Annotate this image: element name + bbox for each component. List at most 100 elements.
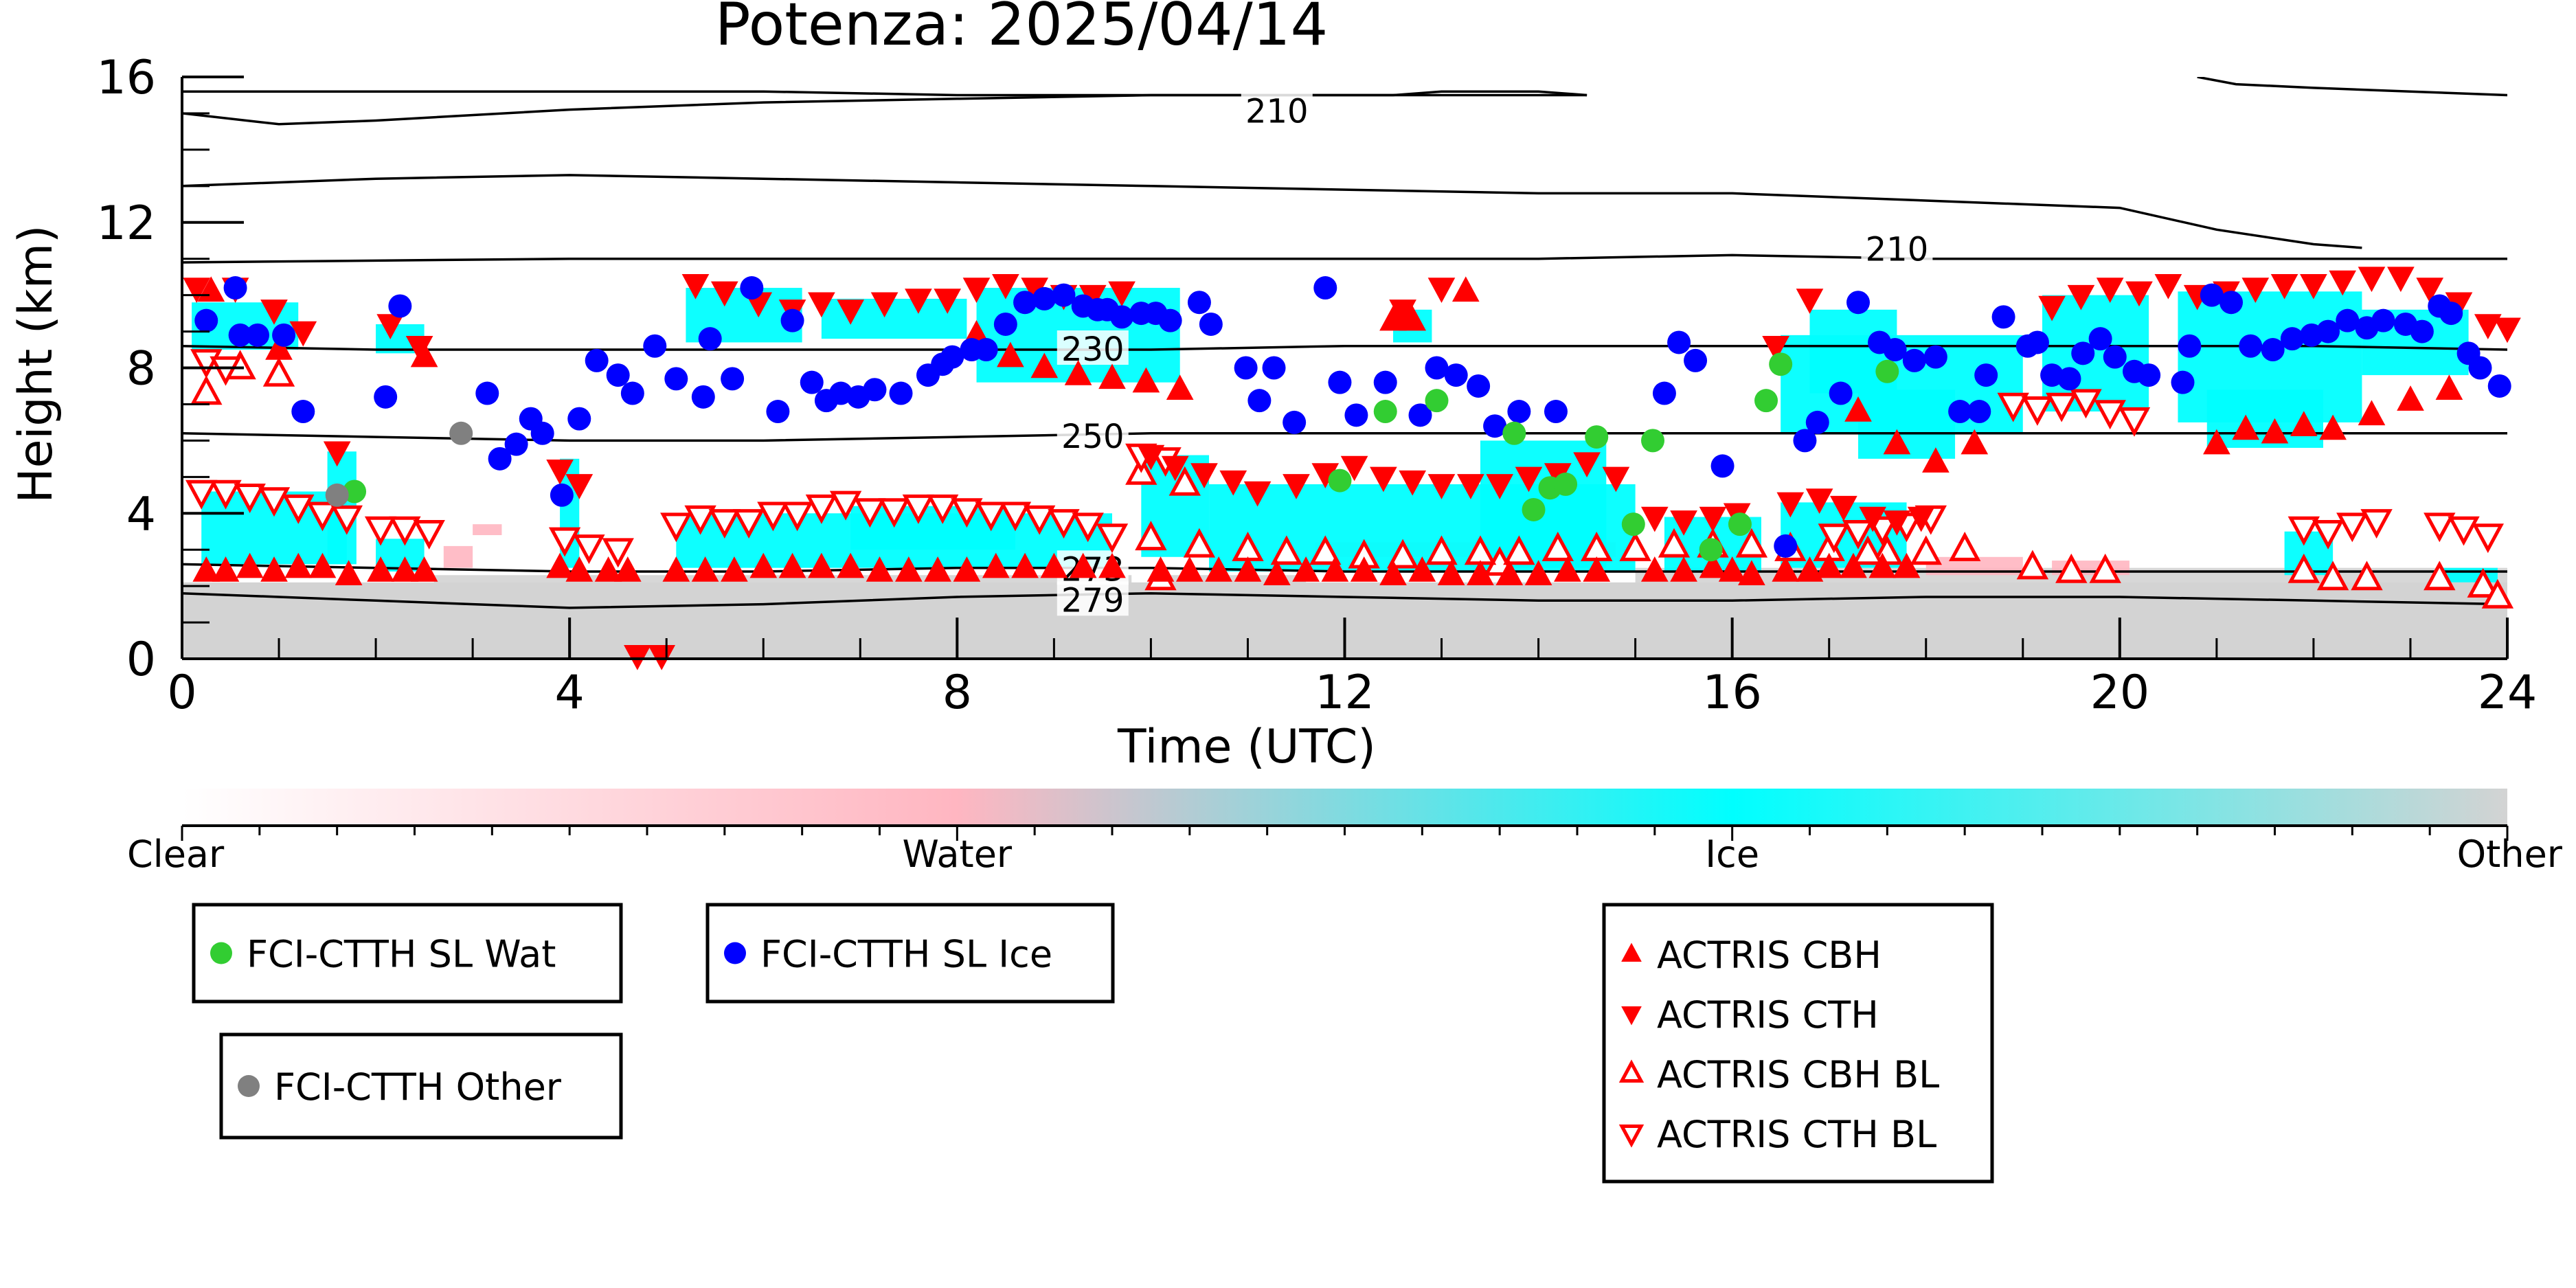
data-point [992,274,1019,300]
data-point [837,300,865,325]
data-point [2397,385,2424,411]
data-point [2336,308,2360,332]
data-point [2261,418,2289,444]
data-point [228,323,252,347]
data-point [1840,552,1867,578]
data-point [2329,270,2357,296]
data-point [902,494,935,524]
data-point [449,421,473,445]
data-point [837,552,865,578]
data-point [691,556,719,582]
data-point [1370,466,1397,493]
data-point [2336,512,2369,543]
data-point [866,556,894,582]
data-point [573,534,605,565]
data-point [1467,374,1491,398]
x-tick-label: 16 [1702,666,1762,720]
data-point [1699,538,1723,562]
data-point [1427,278,1456,303]
data-point [749,552,778,578]
data-point [1072,512,1104,543]
data-point [1667,330,1691,354]
data-point [613,556,642,582]
legend-label: ACTRIS CBH [1657,934,1882,977]
data-point [2021,396,2054,426]
data-point [2494,317,2521,343]
data-point [1902,348,1926,372]
data-point [1309,535,1342,565]
series-fci-ctth-sl-ice [194,276,2511,558]
data-point [643,334,667,358]
data-point [2448,516,2480,546]
data-point [905,289,932,314]
data-point [2241,278,2270,303]
data-point [1776,492,1805,518]
data-point [2203,429,2230,455]
data-point [1554,472,1578,496]
legend-frame [219,1032,623,1140]
data-point [2358,400,2386,426]
contour-line [182,432,2507,442]
contour-label-bg [1057,330,1129,365]
colorbar-gradient [182,789,2507,826]
data-point [1283,474,1310,499]
data-point [1541,532,1574,561]
data-point [1805,410,1829,434]
data-point [2154,274,2182,300]
data-point [953,556,981,582]
data-point [1618,1059,1645,1083]
data-point [1247,389,1272,413]
data-point [1052,283,1076,307]
y-axis-label: Height (km) [9,225,63,503]
data-point [1408,403,1432,427]
data-point [808,552,835,578]
data-point [1234,356,1258,380]
contour-label-bg [1861,230,1933,265]
data-point [1583,556,1611,582]
data-point [2070,389,2102,419]
data-point [212,556,240,582]
series-fci-ctth-other [325,421,473,507]
data-point [1187,291,1211,315]
data-point [1344,403,1368,427]
x-tick-label: 4 [555,666,585,720]
data-point [2055,553,2088,583]
data-point [1183,528,1216,558]
data-point [1769,352,1793,376]
data-point [2261,338,2285,362]
data-point [1243,481,1272,507]
data-point [2387,267,2415,293]
colorbar-label: Other [2457,833,2563,876]
contour-line [182,174,2362,249]
y-tick-label: 12 [96,196,156,251]
data-point [684,505,716,535]
legend-label: FCI-CTTH SL Wat [247,933,556,976]
data-point [1652,381,1676,405]
data-point [246,323,270,347]
data-point [2424,561,2456,591]
data-point [391,556,419,582]
data-point [805,494,838,524]
data-point [1467,560,1494,585]
data-point [681,274,710,300]
data-point [660,512,692,543]
data-point [585,348,609,372]
data-point [2316,319,2340,343]
data-point [1190,463,1218,488]
data-point [662,556,690,582]
data-point [1158,308,1182,332]
data-point [2280,327,2304,351]
data-point [708,509,741,539]
data-point [565,556,594,582]
data-point [1283,410,1307,434]
data-point [330,505,363,535]
data-point [1064,360,1092,385]
x-tick-label: 12 [1315,666,1375,720]
data-point [2319,414,2347,440]
data-point [1013,291,1037,315]
data-point [780,308,804,332]
data-point [1098,552,1126,578]
x-tick-label: 8 [942,666,972,720]
contour-label-bg [1241,92,1313,127]
data-point [664,367,688,391]
